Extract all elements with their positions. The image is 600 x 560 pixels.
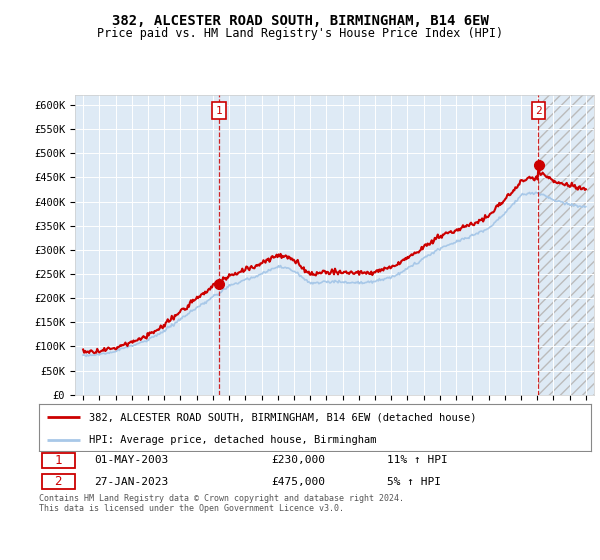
Text: 27-JAN-2023: 27-JAN-2023 — [94, 477, 169, 487]
Text: Contains HM Land Registry data © Crown copyright and database right 2024.
This d: Contains HM Land Registry data © Crown c… — [39, 494, 404, 514]
Text: 2: 2 — [535, 106, 542, 116]
Text: Price paid vs. HM Land Registry's House Price Index (HPI): Price paid vs. HM Land Registry's House … — [97, 27, 503, 40]
Text: 1: 1 — [55, 454, 62, 467]
Text: HPI: Average price, detached house, Birmingham: HPI: Average price, detached house, Birm… — [89, 435, 376, 445]
Text: 382, ALCESTER ROAD SOUTH, BIRMINGHAM, B14 6EW: 382, ALCESTER ROAD SOUTH, BIRMINGHAM, B1… — [112, 14, 488, 28]
FancyBboxPatch shape — [42, 474, 75, 489]
Text: 1: 1 — [215, 106, 222, 116]
Text: £475,000: £475,000 — [271, 477, 325, 487]
Text: 2: 2 — [55, 475, 62, 488]
Text: 382, ALCESTER ROAD SOUTH, BIRMINGHAM, B14 6EW (detached house): 382, ALCESTER ROAD SOUTH, BIRMINGHAM, B1… — [89, 412, 476, 422]
FancyBboxPatch shape — [42, 452, 75, 468]
Text: 5% ↑ HPI: 5% ↑ HPI — [387, 477, 441, 487]
Text: 01-MAY-2003: 01-MAY-2003 — [94, 455, 169, 465]
Text: 11% ↑ HPI: 11% ↑ HPI — [387, 455, 448, 465]
Text: £230,000: £230,000 — [271, 455, 325, 465]
